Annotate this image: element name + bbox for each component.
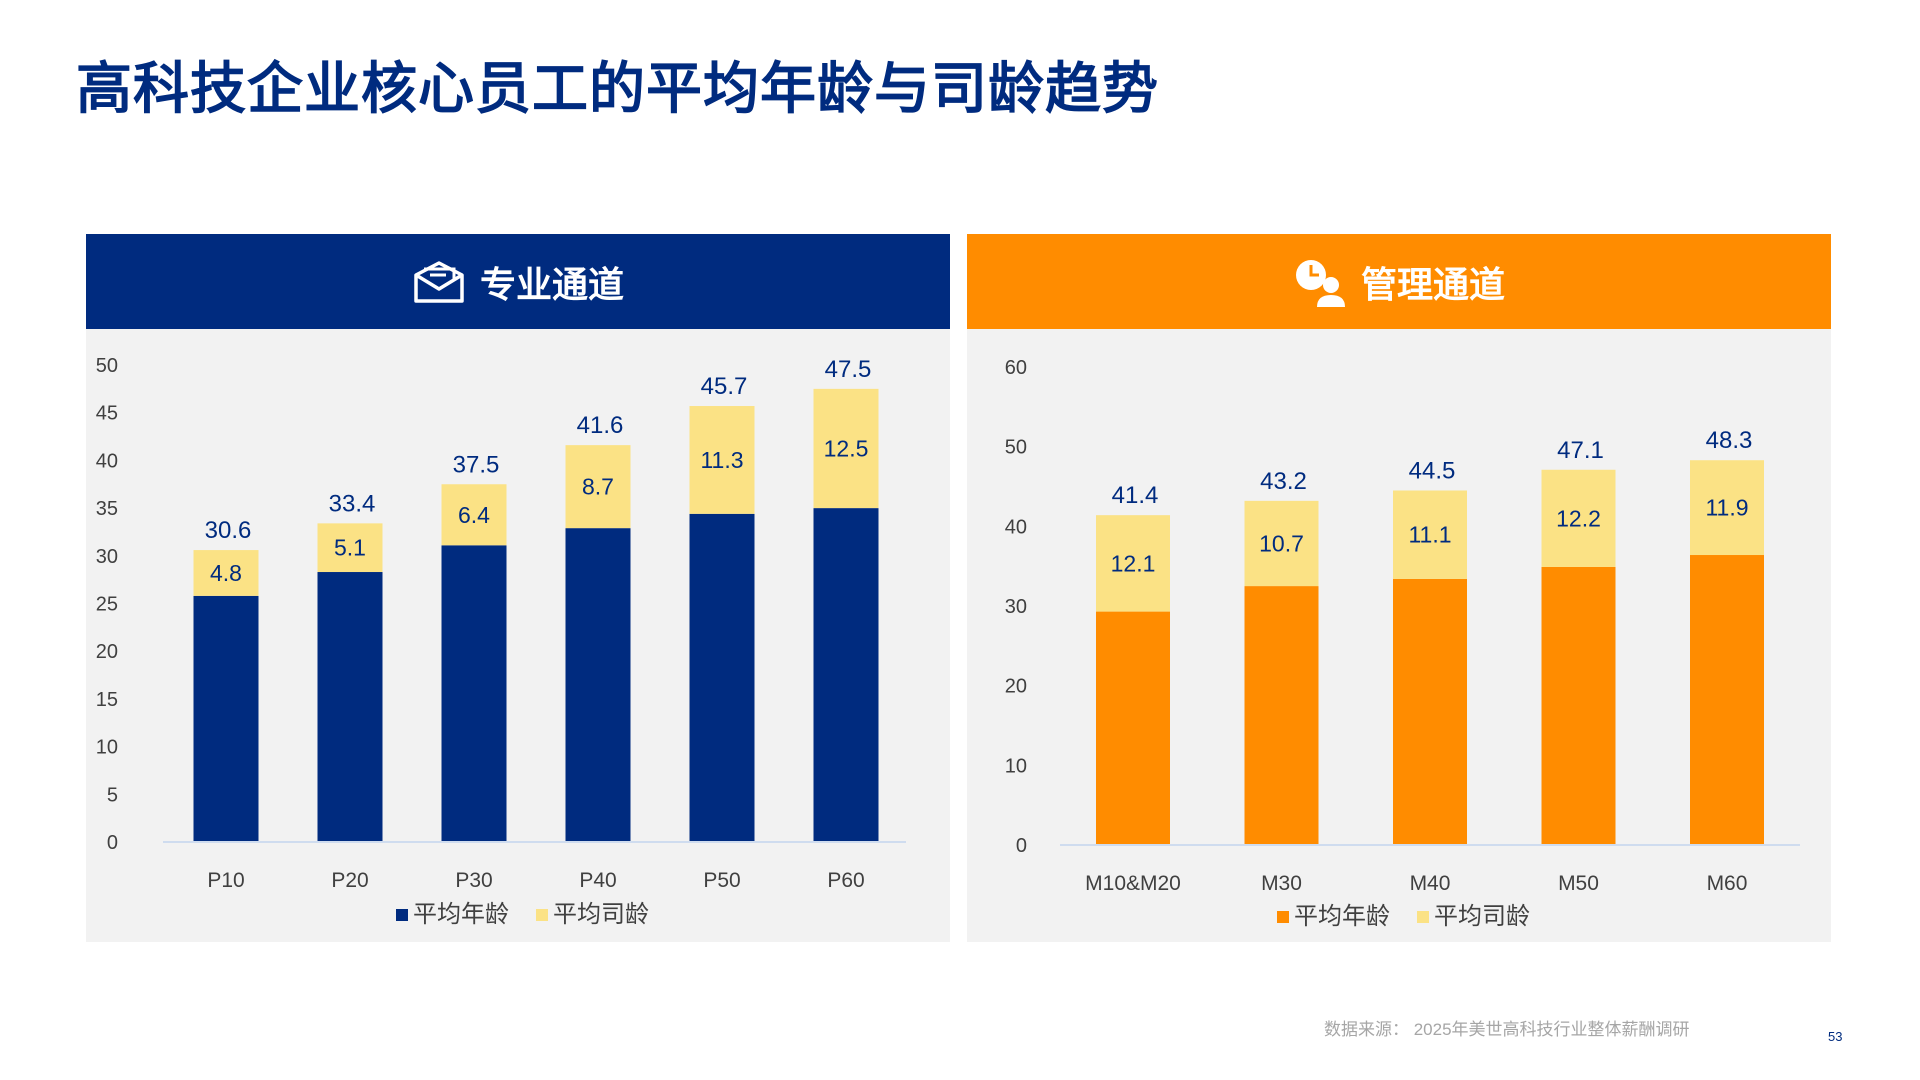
bar-tenure	[813, 388, 879, 509]
segment-label: 4.8	[210, 560, 242, 586]
y-tick-label: 15	[96, 689, 118, 711]
legend-label: 平均年龄	[413, 901, 509, 928]
bar-tenure	[1541, 469, 1616, 567]
legend-label: 平均司龄	[1434, 903, 1530, 930]
manager-clock-icon	[1295, 259, 1345, 307]
y-tick-label: 35	[96, 498, 118, 520]
envelope-icon	[414, 260, 464, 303]
total-label: 41.6	[577, 412, 624, 439]
bar-age	[813, 508, 879, 842]
legend-swatch	[1277, 911, 1289, 923]
total-label: 45.7	[701, 373, 748, 400]
segment-label: 5.1	[334, 535, 366, 561]
y-tick-label: 10	[96, 737, 118, 759]
segment-label: 11.1	[1408, 522, 1451, 548]
management-track-panel: 管理通道 0 10 20 30 40 50 60 12.1 41.4 M10&M20 10.7 43.…	[967, 234, 1831, 942]
legend-swatch	[1417, 911, 1429, 923]
bar-tenure	[1690, 460, 1764, 556]
professional-track-chart: 0 5 10 15 20 25 30 35 40 45 50 4.8 30.6 P10 5.1 33.4 P20…	[96, 355, 906, 928]
legend-swatch	[536, 909, 548, 921]
x-tick-label: P50	[703, 869, 740, 892]
y-tick-label: 40	[96, 450, 118, 472]
y-tick-label: 20	[1005, 676, 1027, 698]
x-tick-label: M60	[1707, 872, 1748, 895]
y-tick-label: 5	[107, 784, 118, 806]
x-tick-label: M40	[1410, 872, 1451, 895]
legend-label: 平均年龄	[1294, 903, 1390, 930]
total-label: 37.5	[453, 451, 500, 478]
y-tick-label: 50	[96, 355, 118, 377]
segment-label: 11.3	[700, 447, 743, 473]
page-number: 53	[1828, 1029, 1843, 1044]
bar-tenure	[1244, 500, 1319, 587]
bar-tenure	[565, 445, 631, 529]
x-tick-label: P20	[331, 869, 368, 892]
management-track-chart: 0 10 20 30 40 50 60 12.1 41.4 M10&M20 10.7 43.2 M30 1…	[1005, 357, 1800, 930]
total-label: 43.2	[1260, 468, 1307, 495]
x-tick-label: M50	[1558, 872, 1599, 895]
y-tick-label: 60	[1005, 357, 1027, 379]
total-label: 33.4	[329, 490, 376, 517]
y-tick-label: 45	[96, 403, 118, 425]
bar-age	[1393, 578, 1467, 845]
segment-label: 11.9	[1705, 495, 1748, 521]
y-tick-label: 30	[96, 546, 118, 568]
bar-age	[1096, 611, 1170, 845]
bar-tenure	[689, 406, 755, 514]
segment-label: 10.7	[1259, 530, 1304, 556]
bar-age	[1541, 566, 1616, 845]
segment-label: 12.1	[1111, 550, 1156, 576]
bar-age	[317, 572, 383, 842]
bar-tenure	[193, 550, 259, 596]
x-tick-label: P30	[455, 869, 492, 892]
x-tick-label: M10&M20	[1085, 872, 1181, 895]
x-tick-label: P60	[827, 869, 864, 892]
data-source: 数据来源： 2025年美世高科技行业整体薪酬调研	[1324, 1020, 1690, 1039]
bar-tenure	[317, 523, 383, 573]
segment-label: 12.2	[1556, 505, 1601, 531]
total-label: 47.5	[825, 356, 872, 383]
total-label: 48.3	[1706, 427, 1753, 454]
total-label: 41.4	[1112, 482, 1159, 509]
y-tick-label: 20	[96, 641, 118, 663]
y-tick-label: 50	[1005, 437, 1027, 459]
segment-label: 12.5	[824, 435, 869, 461]
panel-title: 管理通道	[1360, 263, 1505, 305]
bar-age	[689, 513, 755, 842]
professional-track-panel: 专业通道 0 5 10 15 20 25 30 35 40 45 50 4.8 30.6 P10 5.1 33…	[86, 234, 950, 942]
y-tick-label: 40	[1005, 516, 1027, 538]
y-tick-label: 0	[1016, 835, 1027, 857]
x-tick-label: P10	[207, 869, 244, 892]
professional-track-header: 专业通道	[86, 234, 950, 329]
segment-label: 6.4	[458, 502, 490, 528]
y-tick-label: 10	[1005, 755, 1027, 777]
y-tick-label: 30	[1005, 596, 1027, 618]
page-title: 高科技企业核心员工的平均年龄与司龄趋势	[76, 57, 1159, 120]
x-tick-label: P40	[579, 869, 616, 892]
total-label: 47.1	[1557, 437, 1604, 464]
total-label: 44.5	[1409, 457, 1456, 484]
management-track-header: 管理通道	[967, 234, 1831, 329]
bar-age	[193, 595, 259, 842]
legend-swatch	[396, 909, 408, 921]
y-tick-label: 0	[107, 832, 118, 854]
bar-age	[565, 528, 631, 842]
bar-tenure	[441, 484, 507, 546]
bar-tenure	[1096, 515, 1170, 612]
x-tick-label: M30	[1261, 872, 1302, 895]
segment-label: 8.7	[582, 474, 614, 500]
bar-tenure	[1393, 490, 1467, 579]
panel-title: 专业通道	[479, 263, 624, 305]
y-tick-label: 25	[96, 594, 118, 616]
total-label: 30.6	[205, 517, 252, 544]
bar-age	[1244, 586, 1319, 845]
bar-age	[1690, 555, 1764, 845]
legend-label: 平均司龄	[553, 901, 649, 928]
bar-age	[441, 545, 507, 842]
